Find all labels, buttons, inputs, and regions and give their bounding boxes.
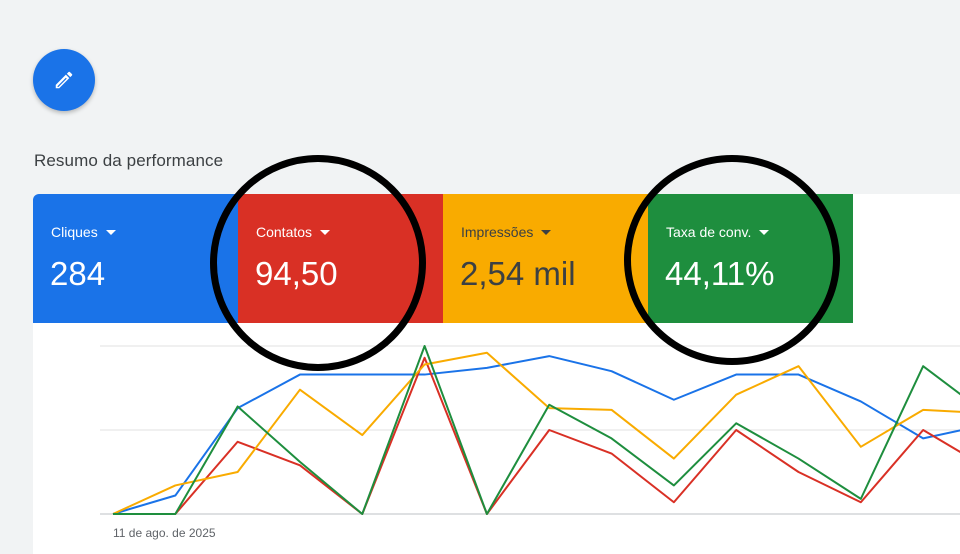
- caret-down-icon: [320, 229, 331, 235]
- metric-value: 94,50: [255, 255, 338, 292]
- metric-tile-clicks[interactable]: Cliques 284: [33, 194, 238, 323]
- metric-label-text: Taxa de conv.: [666, 224, 752, 240]
- metric-label-text: Impressões: [461, 224, 534, 240]
- section-title: Resumo da performance: [34, 151, 224, 170]
- performance-summary-card: Cliques 284 Contatos 94,50 Impressões 2,…: [33, 194, 960, 554]
- caret-down-icon: [105, 229, 116, 235]
- performance-line-chart: 11 de ago. de 2025: [100, 345, 960, 540]
- caret-down-icon: [759, 229, 770, 235]
- metric-label-text: Cliques: [51, 224, 98, 240]
- metric-tile-impressions[interactable]: Impressões 2,54 mil: [443, 194, 648, 323]
- edit-button[interactable]: [33, 49, 95, 111]
- metric-value: 2,54 mil: [460, 255, 576, 292]
- metric-tiles: Cliques 284 Contatos 94,50 Impressões 2,…: [33, 194, 853, 323]
- metric-label[interactable]: Contatos: [256, 224, 331, 240]
- metric-label[interactable]: Cliques: [51, 224, 116, 240]
- metric-tile-conversion-rate[interactable]: Taxa de conv. 44,11%: [648, 194, 853, 323]
- metric-value: 44,11%: [665, 255, 775, 292]
- metric-tile-contacts[interactable]: Contatos 94,50: [238, 194, 443, 323]
- metric-label[interactable]: Taxa de conv.: [666, 224, 770, 240]
- series-line-4: [113, 345, 960, 515]
- series-line-1: [112, 355, 960, 515]
- metric-label[interactable]: Impressões: [461, 224, 552, 240]
- series-line-3: [112, 351, 960, 515]
- chart-grid: [100, 345, 960, 515]
- metric-value: 284: [50, 255, 106, 292]
- metric-label-text: Contatos: [256, 224, 313, 240]
- x-tick-label: 11 de ago. de 2025: [113, 526, 216, 540]
- pencil-icon: [55, 71, 73, 89]
- series-line-2: [113, 356, 960, 515]
- caret-down-icon: [541, 229, 552, 235]
- chart-series: [112, 345, 960, 515]
